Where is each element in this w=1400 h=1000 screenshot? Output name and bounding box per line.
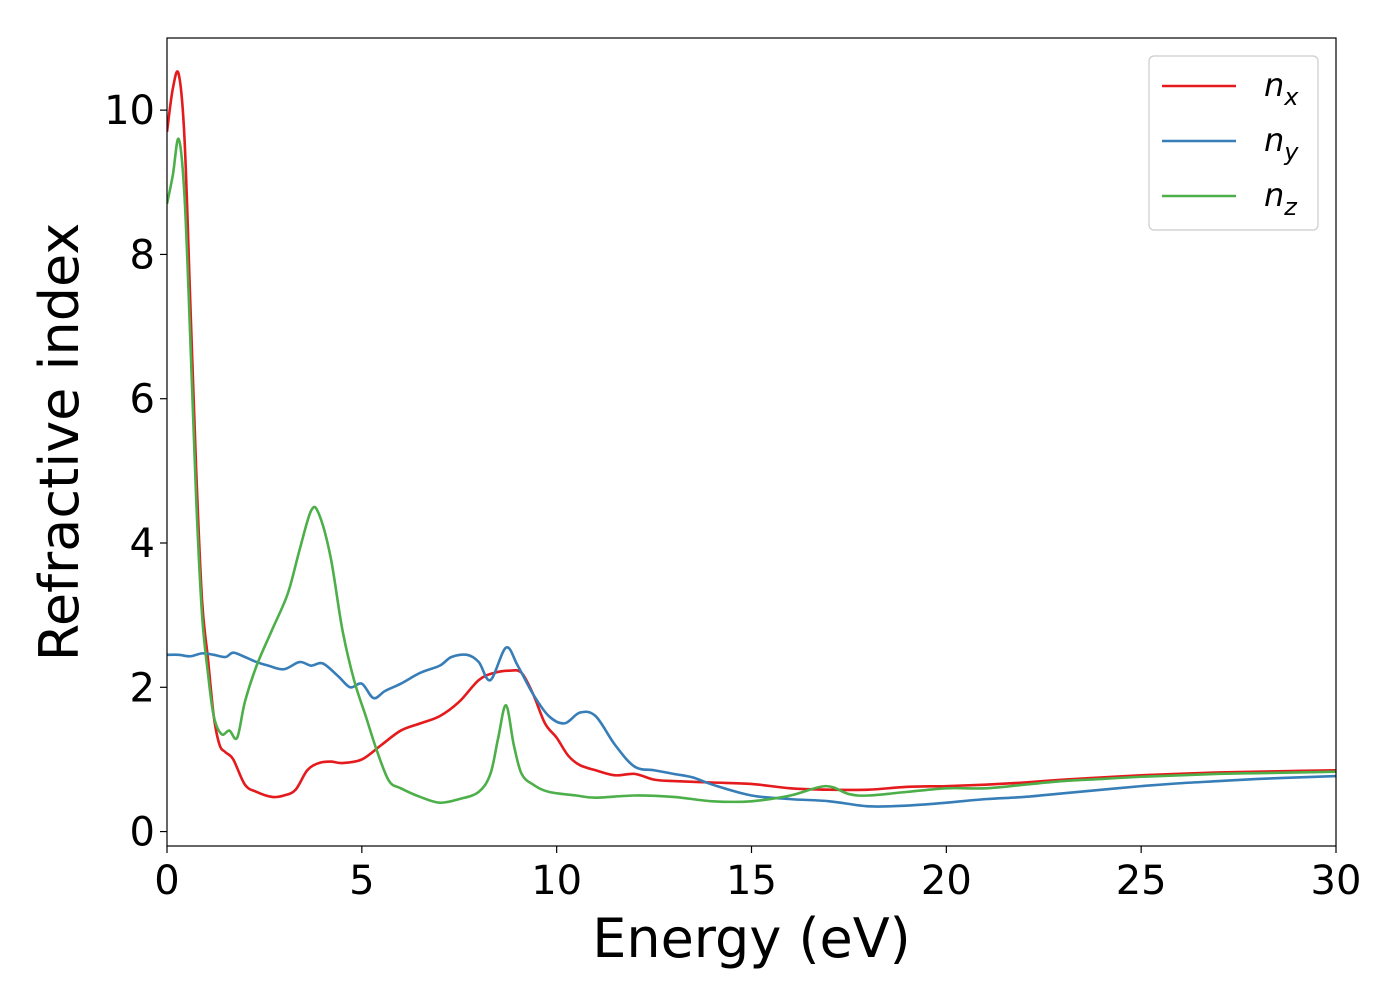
x-tick-label: 15 bbox=[726, 858, 777, 904]
x-tick-label: 10 bbox=[531, 858, 582, 904]
series-line-n-z bbox=[167, 137, 1336, 805]
y-tick-label: 4 bbox=[130, 521, 155, 567]
x-tick-label: 25 bbox=[1116, 858, 1167, 904]
series-line-n-y bbox=[167, 646, 1336, 808]
legend: nx ny nz bbox=[1148, 55, 1319, 231]
y-tick-label: 10 bbox=[104, 88, 155, 134]
y-tick-label: 0 bbox=[130, 810, 155, 856]
y-tick-label: 6 bbox=[130, 377, 155, 423]
x-axis-title: Energy (eV) bbox=[592, 907, 911, 970]
y-axis-title: Refractive index bbox=[28, 223, 91, 662]
legend-label: ny bbox=[1264, 121, 1299, 166]
legend-label: nx bbox=[1264, 66, 1299, 111]
y-axis: 0 2 4 6 8 10 bbox=[104, 88, 167, 856]
x-tick-label: 30 bbox=[1311, 858, 1362, 904]
y-tick-label: 2 bbox=[130, 665, 155, 711]
legend-box bbox=[1148, 55, 1319, 231]
x-tick-label: 0 bbox=[154, 858, 179, 904]
x-axis: 0 5 10 15 20 25 30 bbox=[154, 846, 1361, 904]
x-tick-label: 5 bbox=[349, 858, 374, 904]
x-tick-label: 20 bbox=[921, 858, 972, 904]
legend-label: nz bbox=[1264, 176, 1298, 221]
y-tick-label: 8 bbox=[130, 232, 155, 278]
